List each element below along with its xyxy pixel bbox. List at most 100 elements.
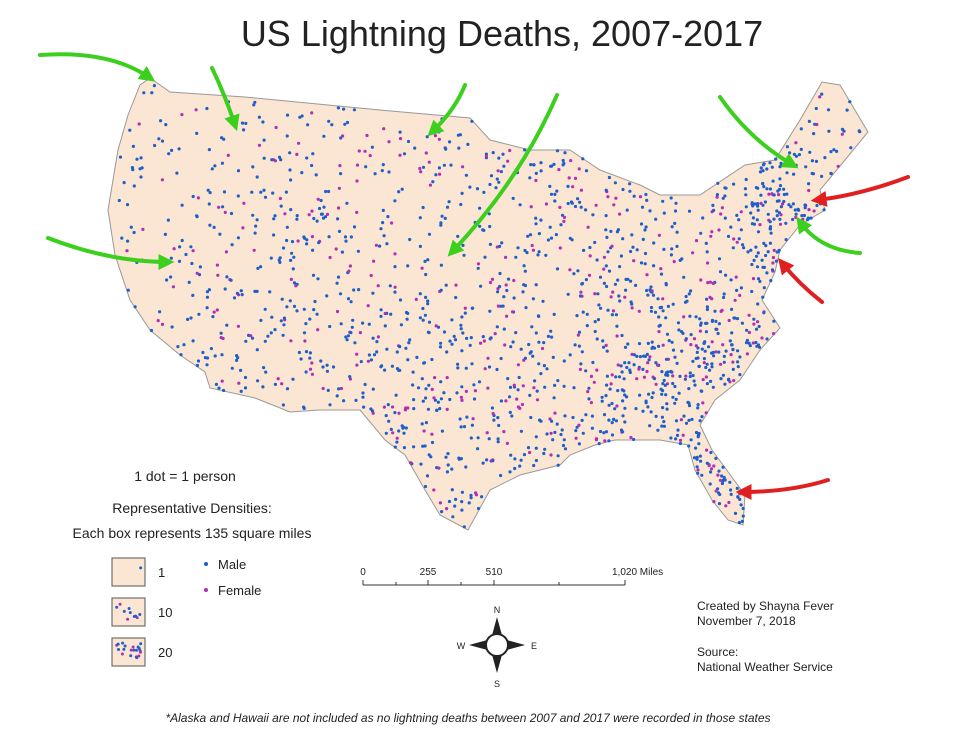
death-dot xyxy=(462,525,466,529)
death-dot xyxy=(751,204,755,208)
death-dot xyxy=(379,308,383,312)
death-dot xyxy=(719,377,723,381)
death-dot xyxy=(818,95,822,99)
death-dot xyxy=(321,365,325,369)
death-dot xyxy=(516,363,521,367)
death-dot xyxy=(553,383,557,387)
death-dot xyxy=(308,356,312,360)
death-dot xyxy=(674,201,678,205)
death-dot xyxy=(382,127,386,131)
death-dot xyxy=(661,382,665,386)
death-dot xyxy=(558,205,562,209)
death-dot xyxy=(383,324,387,328)
death-dot xyxy=(662,378,666,383)
death-dot xyxy=(129,225,133,229)
death-dot xyxy=(627,361,631,365)
death-dot xyxy=(393,445,397,449)
death-dot xyxy=(840,132,844,136)
death-dot xyxy=(277,258,281,262)
death-dot xyxy=(316,328,320,332)
death-dot xyxy=(756,208,760,212)
death-dot xyxy=(522,453,527,457)
death-dot xyxy=(456,234,460,238)
death-dot xyxy=(327,189,331,194)
death-dot xyxy=(335,394,339,398)
death-dot xyxy=(749,211,753,215)
death-dot xyxy=(325,294,329,298)
death-dot xyxy=(681,433,685,437)
death-dot xyxy=(584,169,589,173)
death-dot xyxy=(519,347,523,351)
death-dot xyxy=(150,91,154,95)
death-dot xyxy=(344,239,348,243)
death-dot xyxy=(292,304,297,308)
death-dot xyxy=(755,218,759,222)
death-dot xyxy=(722,295,726,300)
death-dot xyxy=(587,397,591,401)
death-dot xyxy=(848,100,852,104)
death-dot xyxy=(373,172,377,176)
death-dot xyxy=(135,157,139,161)
death-dot xyxy=(635,354,639,358)
density-dot xyxy=(122,609,126,613)
death-dot xyxy=(728,339,732,343)
death-dot xyxy=(647,392,651,396)
death-dot xyxy=(364,165,368,169)
death-dot xyxy=(704,375,709,379)
death-dot xyxy=(785,192,789,196)
death-dot xyxy=(381,208,385,212)
death-dot xyxy=(656,428,660,432)
death-dot xyxy=(289,277,293,281)
death-dot xyxy=(544,202,549,206)
death-dot xyxy=(665,407,669,411)
death-dot xyxy=(702,341,706,345)
death-dot xyxy=(363,149,367,153)
death-dot xyxy=(708,482,712,486)
death-dot xyxy=(577,442,582,446)
death-dot xyxy=(184,252,188,257)
death-dot xyxy=(793,208,797,212)
death-dot xyxy=(357,288,361,292)
death-dot xyxy=(422,361,426,365)
death-dot xyxy=(310,163,314,168)
death-dot xyxy=(802,213,807,218)
death-dot xyxy=(236,236,240,240)
death-dot xyxy=(604,214,608,218)
death-dot xyxy=(291,267,295,271)
death-dot xyxy=(674,419,679,423)
death-dot xyxy=(548,225,552,229)
death-dot xyxy=(459,323,463,327)
death-dot xyxy=(735,240,739,244)
death-dot xyxy=(480,495,484,499)
death-dot xyxy=(527,342,531,347)
density-dot xyxy=(138,613,142,616)
death-dot xyxy=(412,398,416,402)
death-dot xyxy=(317,241,321,245)
death-dot xyxy=(221,205,225,209)
death-dot xyxy=(122,181,126,185)
death-dot xyxy=(731,347,735,351)
death-dot xyxy=(716,491,721,495)
death-dot xyxy=(822,208,826,212)
death-dot xyxy=(619,254,624,258)
death-dot xyxy=(361,395,365,399)
death-dot xyxy=(470,362,474,366)
death-dot xyxy=(367,353,371,357)
death-dot xyxy=(640,205,645,209)
death-dot xyxy=(502,295,506,299)
death-dot xyxy=(496,437,500,441)
density-dot xyxy=(137,647,141,650)
death-dot xyxy=(259,265,263,269)
death-dot xyxy=(671,302,675,306)
death-dot xyxy=(673,355,677,359)
death-dot xyxy=(692,456,697,460)
death-dot xyxy=(739,228,743,232)
death-dot xyxy=(528,351,532,355)
death-dot xyxy=(316,197,320,201)
death-dot xyxy=(262,366,266,370)
death-dot xyxy=(691,359,695,363)
death-dot xyxy=(506,277,511,281)
death-dot xyxy=(316,277,320,281)
death-dot xyxy=(789,205,793,209)
death-dot xyxy=(575,314,579,318)
